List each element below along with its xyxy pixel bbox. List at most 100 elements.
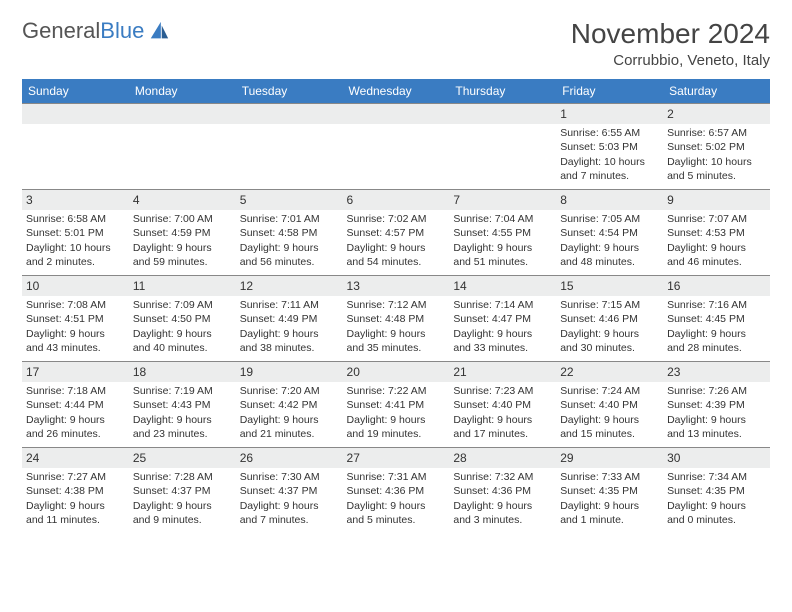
day-number: 16 xyxy=(663,276,770,296)
day-number: 5 xyxy=(236,190,343,210)
daylight-line: Daylight: 9 hours and 38 minutes. xyxy=(240,327,339,355)
daylight-line: Daylight: 10 hours and 2 minutes. xyxy=(26,241,125,269)
sunset-line: Sunset: 4:45 PM xyxy=(667,312,766,326)
sunrise-line: Sunrise: 7:08 AM xyxy=(26,298,125,312)
empty-daynum-strip xyxy=(236,104,343,124)
sunset-line: Sunset: 4:46 PM xyxy=(560,312,659,326)
sunrise-line: Sunrise: 7:14 AM xyxy=(453,298,552,312)
calendar-cell-empty xyxy=(449,104,556,190)
sunrise-line: Sunrise: 7:04 AM xyxy=(453,212,552,226)
sunrise-line: Sunrise: 7:00 AM xyxy=(133,212,232,226)
sunrise-line: Sunrise: 7:22 AM xyxy=(347,384,446,398)
logo-text: GeneralBlue xyxy=(22,18,144,44)
sunset-line: Sunset: 4:43 PM xyxy=(133,398,232,412)
weekday-header: Saturday xyxy=(663,79,770,104)
day-number: 11 xyxy=(129,276,236,296)
daylight-line: Daylight: 10 hours and 7 minutes. xyxy=(560,155,659,183)
sunrise-line: Sunrise: 7:20 AM xyxy=(240,384,339,398)
day-number: 2 xyxy=(663,104,770,124)
weekday-header: Friday xyxy=(556,79,663,104)
calendar-cell: 14 Sunrise: 7:14 AMSunset: 4:47 PMDayligh… xyxy=(449,276,556,362)
weekday-header: Thursday xyxy=(449,79,556,104)
day-number: 12 xyxy=(236,276,343,296)
month-title: November 2024 xyxy=(571,18,770,50)
daylight-line: Daylight: 9 hours and 23 minutes. xyxy=(133,413,232,441)
calendar-cell: 23Sunrise: 7:26 AMSunset: 4:39 PMDayligh… xyxy=(663,362,770,448)
empty-daynum-strip xyxy=(129,104,236,124)
daylight-line: Daylight: 9 hours and 54 minutes. xyxy=(347,241,446,269)
sunset-line: Sunset: 4:37 PM xyxy=(240,484,339,498)
sunset-line: Sunset: 4:49 PM xyxy=(240,312,339,326)
weekday-row: SundayMondayTuesdayWednesdayThursdayFrid… xyxy=(22,79,770,104)
sunrise-line: Sunrise: 7:11 AM xyxy=(240,298,339,312)
calendar-table: SundayMondayTuesdayWednesdayThursdayFrid… xyxy=(22,79,770,534)
calendar-cell: 10Sunrise: 7:08 AMSunset: 4:51 PMDayligh… xyxy=(22,276,129,362)
calendar-cell: 29Sunrise: 7:33 AMSunset: 4:35 PMDayligh… xyxy=(556,448,663,534)
calendar-cell-empty xyxy=(22,104,129,190)
sunrise-line: Sunrise: 7:07 AM xyxy=(667,212,766,226)
daylight-line: Daylight: 9 hours and 26 minutes. xyxy=(26,413,125,441)
weekday-header: Sunday xyxy=(22,79,129,104)
calendar-cell: 24Sunrise: 7:27 AMSunset: 4:38 PMDayligh… xyxy=(22,448,129,534)
sunrise-line: Sunrise: 6:58 AM xyxy=(26,212,125,226)
daylight-line: Daylight: 9 hours and 19 minutes. xyxy=(347,413,446,441)
sunrise-line: Sunrise: 6:55 AM xyxy=(560,126,659,140)
daylight-line: Daylight: 9 hours and 30 minutes. xyxy=(560,327,659,355)
sunrise-line: Sunrise: 7:33 AM xyxy=(560,470,659,484)
daylight-line: Daylight: 9 hours and 40 minutes. xyxy=(133,327,232,355)
calendar-cell: 19 Sunrise: 7:20 AMSunset: 4:42 PMDayligh… xyxy=(236,362,343,448)
sunrise-line: Sunrise: 7:01 AM xyxy=(240,212,339,226)
day-number: 4 xyxy=(129,190,236,210)
sunrise-line: Sunrise: 7:26 AM xyxy=(667,384,766,398)
sunrise-line: Sunrise: 7:31 AM xyxy=(347,470,446,484)
calendar-cell: 11Sunrise: 7:09 AMSunset: 4:50 PMDayligh… xyxy=(129,276,236,362)
day-number: 7 xyxy=(449,190,556,210)
day-number: 19 xyxy=(236,362,343,382)
sunrise-line: Sunrise: 7:05 AM xyxy=(560,212,659,226)
day-number: 30 xyxy=(663,448,770,468)
day-number: 26 xyxy=(236,448,343,468)
daylight-line: Daylight: 9 hours and 56 minutes. xyxy=(240,241,339,269)
sunset-line: Sunset: 4:42 PM xyxy=(240,398,339,412)
day-number: 3 xyxy=(22,190,129,210)
calendar-cell-empty xyxy=(343,104,450,190)
empty-daynum-strip xyxy=(343,104,450,124)
daylight-line: Daylight: 9 hours and 33 minutes. xyxy=(453,327,552,355)
day-number: 9 xyxy=(663,190,770,210)
calendar-cell: 28Sunrise: 7:32 AMSunset: 4:36 PMDayligh… xyxy=(449,448,556,534)
sunset-line: Sunset: 5:01 PM xyxy=(26,226,125,240)
calendar-cell: 25Sunrise: 7:28 AMSunset: 4:37 PMDayligh… xyxy=(129,448,236,534)
sunrise-line: Sunrise: 7:15 AM xyxy=(560,298,659,312)
calendar-cell: 27Sunrise: 7:31 AMSunset: 4:36 PMDayligh… xyxy=(343,448,450,534)
sunset-line: Sunset: 4:47 PM xyxy=(453,312,552,326)
calendar-cell: 16Sunrise: 7:16 AMSunset: 4:45 PMDayligh… xyxy=(663,276,770,362)
calendar-cell: 18Sunrise: 7:19 AMSunset: 4:43 PMDayligh… xyxy=(129,362,236,448)
daylight-line: Daylight: 9 hours and 21 minutes. xyxy=(240,413,339,441)
logo-word1: General xyxy=(22,18,100,43)
sunrise-line: Sunrise: 7:09 AM xyxy=(133,298,232,312)
sunrise-line: Sunrise: 7:27 AM xyxy=(26,470,125,484)
calendar-cell: 7Sunrise: 7:04 AMSunset: 4:55 PMDaylight… xyxy=(449,190,556,276)
day-number: 20 xyxy=(343,362,450,382)
daylight-line: Daylight: 9 hours and 0 minutes. xyxy=(667,499,766,527)
daylight-line: Daylight: 9 hours and 15 minutes. xyxy=(560,413,659,441)
calendar-cell: 5Sunrise: 7:01 AMSunset: 4:58 PMDaylight… xyxy=(236,190,343,276)
empty-daynum-strip xyxy=(449,104,556,124)
calendar-body: 1Sunrise: 6:55 AMSunset: 5:03 PMDaylight… xyxy=(22,104,770,534)
day-number: 14 xyxy=(449,276,556,296)
daylight-line: Daylight: 9 hours and 59 minutes. xyxy=(133,241,232,269)
sunset-line: Sunset: 4:59 PM xyxy=(133,226,232,240)
calendar-row: 1Sunrise: 6:55 AMSunset: 5:03 PMDaylight… xyxy=(22,104,770,190)
sunrise-line: Sunrise: 7:30 AM xyxy=(240,470,339,484)
logo: GeneralBlue xyxy=(22,18,170,44)
day-number: 29 xyxy=(556,448,663,468)
day-number: 10 xyxy=(22,276,129,296)
calendar-cell: 13Sunrise: 7:12 AMSunset: 4:48 PMDayligh… xyxy=(343,276,450,362)
calendar-cell: 1Sunrise: 6:55 AMSunset: 5:03 PMDaylight… xyxy=(556,104,663,190)
sunset-line: Sunset: 4:36 PM xyxy=(453,484,552,498)
title-block: November 2024 Corrubbio, Veneto, Italy xyxy=(571,18,770,69)
weekday-header: Tuesday xyxy=(236,79,343,104)
calendar-row: 3Sunrise: 6:58 AMSunset: 5:01 PMDaylight… xyxy=(22,190,770,276)
sunset-line: Sunset: 4:40 PM xyxy=(453,398,552,412)
calendar-cell: 17Sunrise: 7:18 AMSunset: 4:44 PMDayligh… xyxy=(22,362,129,448)
